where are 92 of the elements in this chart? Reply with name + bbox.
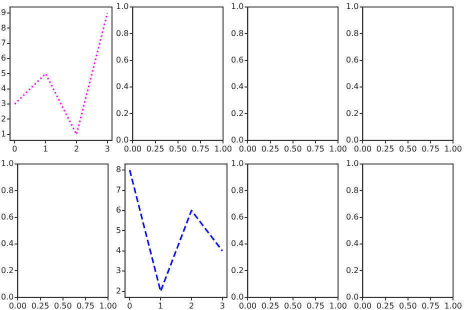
y-tick-label: 0.6	[346, 212, 359, 222]
y-tick-label: 0.8	[230, 28, 244, 38]
y-tick-label: 0.0	[230, 135, 244, 144]
y-tick-label: 0.0	[346, 135, 359, 144]
y-tick-label: 6	[116, 206, 122, 215]
x-tick-label: 0.75	[76, 301, 94, 310]
x-tick-label: 0.00	[238, 144, 257, 154]
y-tick-label: 4	[0, 84, 6, 93]
x-tick-label: 3	[220, 301, 225, 310]
y-tick-label: 1.0	[346, 159, 359, 168]
y-tick-label: 8	[0, 23, 6, 32]
y-tick-label: 1.0	[346, 2, 359, 12]
y-tick-label: 0.0	[0, 292, 14, 302]
y-tick-label: 1.0	[230, 2, 244, 12]
x-tick-label: 1.00	[444, 144, 462, 154]
y-tick-label: 0.4	[346, 239, 359, 248]
y-tick-label: 8	[116, 165, 122, 174]
y-tick-label: 1.0	[230, 159, 244, 168]
y-tick-label: 0.0	[116, 135, 129, 144]
x-tick-label: 0.75	[422, 144, 440, 154]
y-tick-label: 3	[116, 266, 122, 276]
x-tick-label: 0.50	[54, 301, 72, 310]
x-tick-label: 0	[12, 144, 18, 154]
y-tick-label: 7	[116, 185, 122, 194]
x-tick-label: 0.25	[31, 301, 50, 310]
y-tick-label: 0.8	[346, 186, 359, 195]
line-series	[128, 169, 224, 292]
y-tick-label: 0.6	[230, 55, 244, 64]
x-tick-label: 1.00	[444, 301, 462, 310]
x-tick-label: 0.25	[146, 144, 164, 154]
y-tick-label: 0.2	[230, 266, 244, 275]
y-tick-label: 0.6	[346, 55, 359, 64]
x-tick-label: 1	[158, 301, 164, 310]
y-tick-label: 2	[0, 114, 6, 124]
x-tick-label: 0	[127, 301, 132, 310]
x-tick-label: 0.00	[354, 144, 372, 154]
y-tick-label: 7	[0, 38, 6, 48]
y-tick-label: 0.8	[230, 186, 244, 195]
y-tick-label: 0.4	[230, 82, 244, 92]
y-tick-label: 0.4	[116, 82, 129, 92]
y-tick-label: 0.2	[0, 266, 14, 275]
y-tick-label: 0.8	[0, 186, 14, 195]
y-tick-label: 0.6	[230, 212, 244, 222]
x-tick-label: 0.25	[261, 144, 280, 154]
x-tick-label: 0.50	[399, 301, 417, 310]
y-tick-label: 0.2	[230, 108, 244, 118]
x-tick-label: 0.00	[238, 301, 257, 310]
y-tick-label: 1.0	[0, 159, 14, 168]
y-tick-label: 0.0	[230, 292, 244, 302]
x-tick-label: 0.25	[376, 144, 394, 154]
x-tick-label: 1	[43, 144, 48, 154]
y-tick-label: 0.4	[230, 239, 244, 248]
y-tick-label: 5	[116, 226, 122, 235]
x-tick-label: 0.75	[306, 144, 324, 154]
x-tick-label: 0.00	[124, 144, 142, 154]
y-tick-label: 4	[116, 246, 122, 255]
y-tick-label: 0.2	[346, 108, 359, 118]
x-tick-label: 1.00	[99, 301, 117, 310]
x-tick-label: 3	[104, 144, 110, 154]
y-tick-label: 6	[0, 54, 6, 63]
x-tick-label: 0.50	[284, 301, 302, 310]
x-tick-label: 1.00	[214, 144, 232, 154]
x-tick-label: 0.50	[169, 144, 187, 154]
x-tick-label: 2	[188, 301, 194, 310]
y-tick-label: 0.4	[346, 82, 359, 92]
y-tick-label: 0.8	[346, 28, 359, 38]
line-series	[14, 12, 108, 136]
x-tick-label: 0.00	[8, 301, 27, 310]
x-tick-label: 2	[74, 144, 80, 154]
x-tick-label: 1.00	[329, 301, 347, 310]
y-tick-label: 5	[0, 68, 6, 78]
y-tick-label: 0.4	[0, 239, 14, 248]
x-tick-label: 0.75	[306, 301, 324, 310]
y-tick-label: 1.0	[116, 2, 129, 12]
x-tick-label: 0.25	[261, 301, 280, 310]
y-tick-label: 1	[0, 129, 6, 138]
x-tick-label: 0.75	[192, 144, 210, 154]
y-tick-label: 2	[116, 286, 122, 296]
x-tick-label: 0.25	[376, 301, 394, 310]
y-tick-label: 0.0	[346, 292, 359, 302]
y-tick-label: 9	[0, 8, 6, 18]
y-tick-label: 0.6	[0, 212, 14, 222]
x-tick-label: 0.50	[284, 144, 302, 154]
y-tick-label: 0.2	[346, 266, 359, 275]
y-tick-label: 0.2	[116, 108, 129, 118]
x-tick-label: 0.50	[399, 144, 417, 154]
y-tick-label: 0.6	[116, 55, 129, 64]
x-tick-label: 0.75	[422, 301, 440, 310]
y-tick-label: 0.8	[116, 28, 129, 38]
x-tick-label: 1.00	[329, 144, 347, 154]
x-tick-label: 0.00	[354, 301, 372, 310]
y-tick-label: 3	[0, 99, 6, 108]
